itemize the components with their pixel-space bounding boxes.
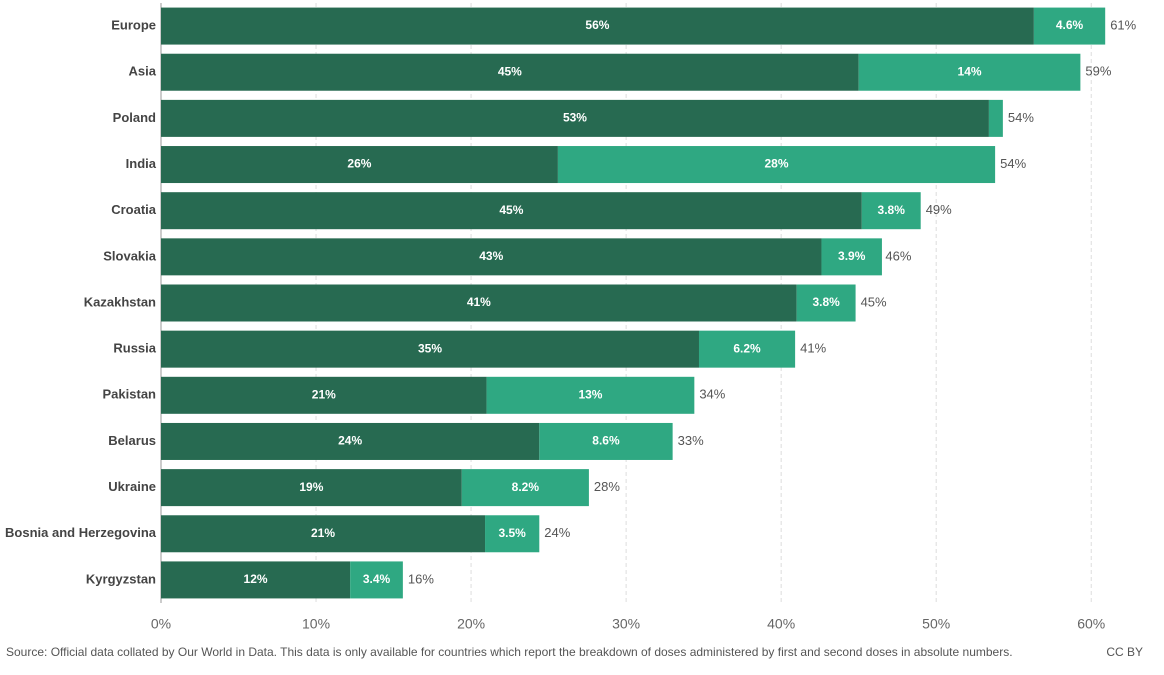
source-note: Source: Official data collated by Our Wo… <box>6 645 1013 659</box>
total-label: 34% <box>699 387 725 402</box>
bar-segment <box>161 192 862 230</box>
value-label: 43% <box>479 249 503 263</box>
category-label: Ukraine <box>108 479 156 494</box>
value-label: 12% <box>244 572 268 586</box>
value-label: 8.6% <box>592 434 620 448</box>
total-label: 61% <box>1110 18 1136 33</box>
bar-segment <box>485 515 540 553</box>
value-label: 3.8% <box>812 295 840 309</box>
category-label: Croatia <box>111 202 157 217</box>
category-label: Belarus <box>108 433 156 448</box>
value-label: 45% <box>499 203 523 217</box>
value-label: 21% <box>312 387 336 401</box>
license-link[interactable]: CC BY <box>1106 645 1143 659</box>
x-tick-label: 50% <box>922 616 950 632</box>
bar-segment <box>486 376 695 414</box>
category-label: Poland <box>113 110 156 125</box>
bar-segment <box>161 515 486 553</box>
bar-segment <box>796 284 856 322</box>
total-label: 28% <box>594 479 620 494</box>
bar-segment <box>161 469 462 507</box>
total-label: 16% <box>408 571 434 586</box>
category-label: Europe <box>111 18 156 33</box>
bar-segment <box>161 99 989 137</box>
bar-segment <box>821 238 882 276</box>
x-tick-label: 40% <box>767 616 795 632</box>
total-label: 46% <box>885 248 911 263</box>
bar-segment <box>161 376 487 414</box>
value-label: 28% <box>764 157 788 171</box>
category-label: Asia <box>129 64 157 79</box>
value-label: 41% <box>467 295 491 309</box>
category-label: India <box>126 156 157 171</box>
category-label: Kyrgyzstan <box>86 571 156 586</box>
value-label: 45% <box>498 64 522 78</box>
x-tick-label: 0% <box>151 616 171 632</box>
value-label: 8.2% <box>512 480 540 494</box>
x-tick-label: 30% <box>612 616 640 632</box>
bar-segment <box>988 99 1003 137</box>
value-label: 3.5% <box>498 526 526 540</box>
bar-segment <box>861 192 921 230</box>
value-label: 14% <box>958 64 982 78</box>
category-label: Kazakhstan <box>84 294 156 309</box>
category-label: Pakistan <box>103 387 157 402</box>
value-label: 56% <box>585 18 609 32</box>
category-label: Slovakia <box>103 248 157 263</box>
bar-segment <box>161 422 540 460</box>
bar-segment <box>539 422 673 460</box>
category-label: Bosnia and Herzegovina <box>5 525 157 540</box>
value-label: 6.2% <box>733 341 761 355</box>
x-tick-label: 10% <box>302 616 330 632</box>
bar-segment <box>161 284 797 322</box>
bar-segment <box>161 146 558 184</box>
total-label: 24% <box>544 525 570 540</box>
bar-segment <box>1033 7 1106 45</box>
value-label: 19% <box>299 480 323 494</box>
total-label: 59% <box>1085 64 1111 79</box>
total-label: 49% <box>926 202 952 217</box>
bar-segment <box>461 469 589 507</box>
value-label: 3.9% <box>838 249 866 263</box>
value-label: 24% <box>338 434 362 448</box>
total-label: 45% <box>861 294 887 309</box>
category-label: Russia <box>113 341 156 356</box>
bar-segment <box>698 330 796 368</box>
bar-segment <box>161 330 699 368</box>
bar-segment <box>161 53 859 91</box>
value-label: 3.8% <box>878 203 906 217</box>
value-label: 53% <box>563 111 587 125</box>
value-label: 4.6% <box>1056 18 1084 32</box>
total-label: 41% <box>800 341 826 356</box>
bar-segment <box>557 146 996 184</box>
bar-segment <box>350 561 403 599</box>
value-label: 21% <box>311 526 335 540</box>
bar-segment <box>858 53 1081 91</box>
value-label: 26% <box>347 157 371 171</box>
value-label: 13% <box>578 387 602 401</box>
total-label: 33% <box>678 433 704 448</box>
bar-segment <box>161 561 351 599</box>
x-tick-label: 20% <box>457 616 485 632</box>
value-label: 3.4% <box>363 572 391 586</box>
bar-segment <box>161 7 1034 45</box>
bar-segment <box>161 238 822 276</box>
total-label: 54% <box>1008 110 1034 125</box>
value-label: 35% <box>418 341 442 355</box>
x-tick-label: 60% <box>1077 616 1105 632</box>
total-label: 54% <box>1000 156 1026 171</box>
